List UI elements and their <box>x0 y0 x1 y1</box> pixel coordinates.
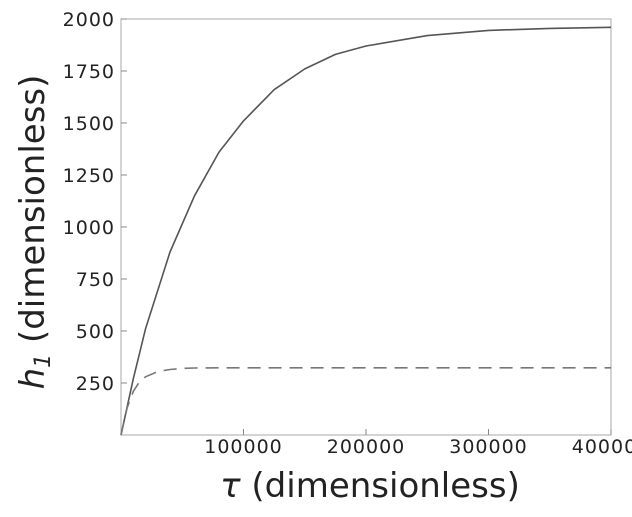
y-tick-label: 2000 <box>63 9 115 31</box>
x-axis-title-text: (dimensionless) <box>241 466 520 506</box>
y-tick-label: 1000 <box>63 217 115 239</box>
y-axis-symbol: h <box>13 368 53 390</box>
x-tick-label: 200000 <box>327 436 406 458</box>
y-axis-ticks: 250 500 750 1000 1250 1500 1750 2000 <box>63 9 127 395</box>
dashed-series-line <box>120 367 611 436</box>
plot-frame <box>120 18 612 436</box>
y-tick-label: 1750 <box>63 61 115 83</box>
y-tick-label: 1500 <box>63 113 115 135</box>
y-tick-label: 250 <box>76 373 115 395</box>
x-axis-ticks: 100000 200000 300000 400000 <box>204 429 632 458</box>
x-tick-label: 400000 <box>572 436 632 458</box>
y-tick-label: 500 <box>76 321 115 343</box>
y-tick-label: 750 <box>76 269 115 291</box>
solid-series-line <box>120 26 612 436</box>
x-tick-label: 100000 <box>204 436 283 458</box>
y-axis-subscript: 1 <box>31 354 56 368</box>
x-axis-symbol: τ <box>220 466 241 506</box>
series-layer <box>120 26 612 436</box>
x-tick-label: 300000 <box>449 436 528 458</box>
y-axis-title: h1 (dimensionless) <box>13 75 56 390</box>
plot-area-border <box>120 18 612 436</box>
y-tick-label: 1250 <box>63 165 115 187</box>
y-axis-title-text: (dimensionless) <box>13 75 53 354</box>
x-axis-title: τ (dimensionless) <box>220 466 520 506</box>
